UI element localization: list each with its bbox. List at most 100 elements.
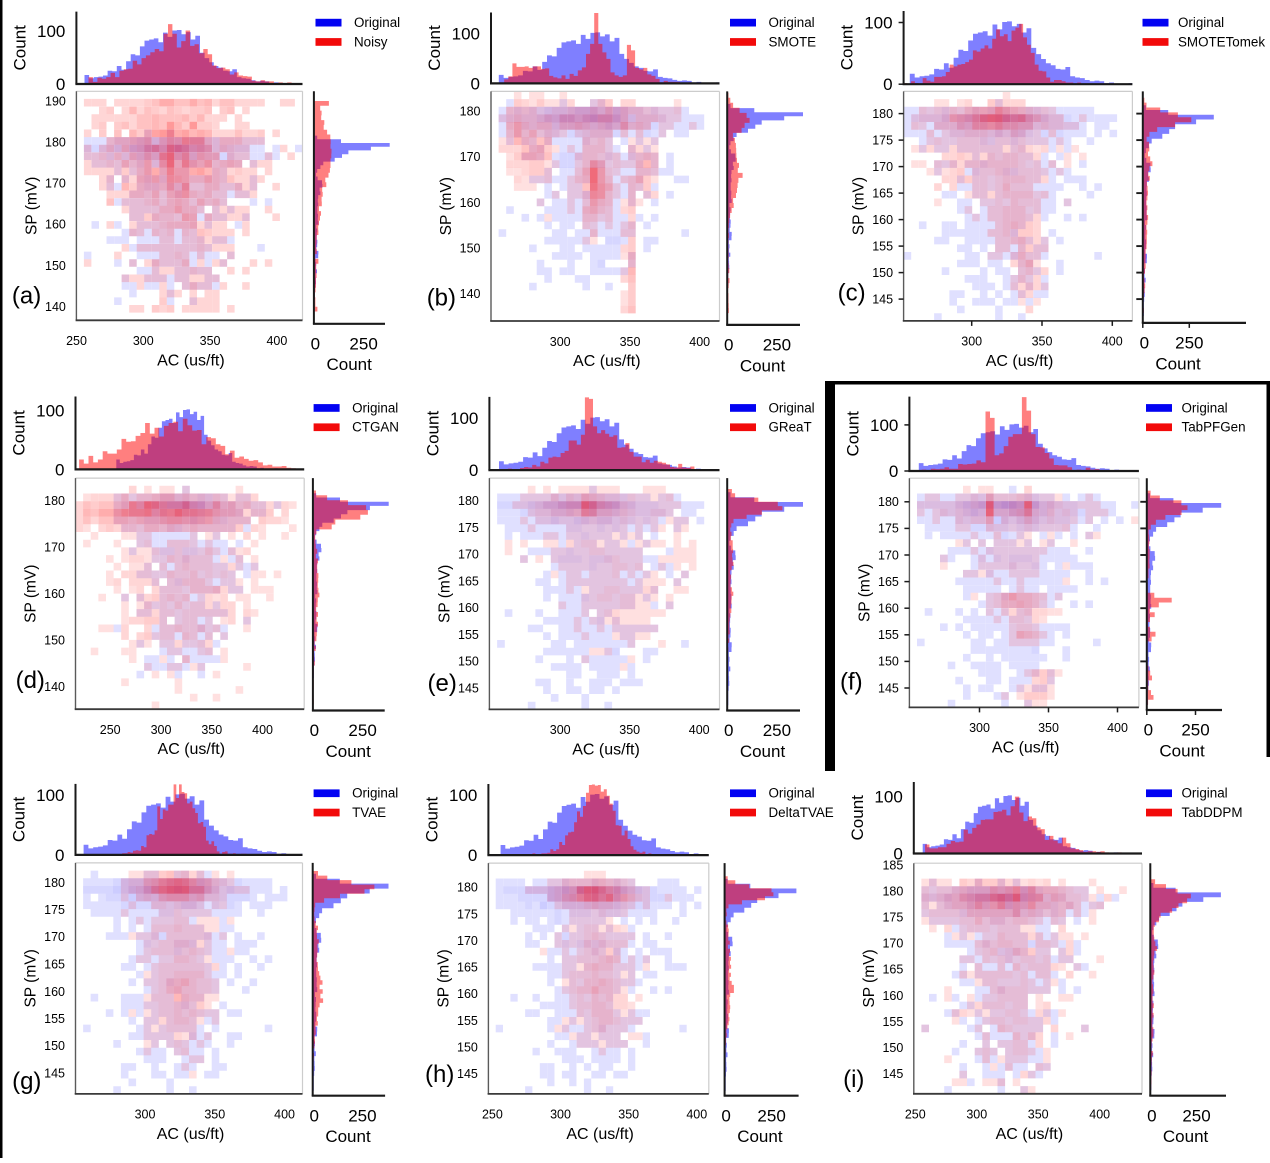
svg-text:165: 165 <box>458 574 479 588</box>
svg-text:300: 300 <box>550 335 571 349</box>
svg-text:0: 0 <box>889 462 898 481</box>
svg-text:300: 300 <box>961 335 982 349</box>
svg-text:140: 140 <box>45 300 66 314</box>
svg-text:AC (us/ft): AC (us/ft) <box>573 353 641 370</box>
svg-text:(d): (d) <box>16 667 45 694</box>
svg-text:175: 175 <box>878 522 899 536</box>
svg-text:170: 170 <box>458 548 479 562</box>
svg-text:175: 175 <box>44 903 65 917</box>
svg-text:145: 145 <box>882 1067 903 1081</box>
svg-text:Count: Count <box>1155 354 1201 373</box>
svg-text:0: 0 <box>469 461 478 480</box>
svg-text:145: 145 <box>458 681 479 695</box>
svg-text:0: 0 <box>1147 1106 1156 1125</box>
svg-text:300: 300 <box>550 723 571 737</box>
svg-text:(f): (f) <box>840 669 863 696</box>
svg-text:170: 170 <box>44 541 65 555</box>
svg-text:0: 0 <box>471 74 480 93</box>
svg-text:0: 0 <box>309 1106 318 1125</box>
svg-text:Count: Count <box>10 25 29 71</box>
svg-text:250: 250 <box>905 1108 926 1122</box>
svg-text:0: 0 <box>311 334 320 353</box>
svg-text:250: 250 <box>348 1106 376 1125</box>
svg-text:150: 150 <box>458 655 479 669</box>
svg-text:155: 155 <box>44 1012 65 1026</box>
svg-text:Count: Count <box>740 356 786 375</box>
svg-text:(g): (g) <box>12 1068 41 1095</box>
svg-text:160: 160 <box>457 987 478 1001</box>
svg-text:100: 100 <box>450 409 478 428</box>
svg-text:150: 150 <box>460 242 481 256</box>
svg-text:400: 400 <box>689 335 710 349</box>
svg-text:Original: Original <box>769 400 815 415</box>
svg-text:300: 300 <box>966 1108 987 1122</box>
svg-text:180: 180 <box>460 105 481 119</box>
svg-text:155: 155 <box>882 1015 903 1029</box>
svg-text:0: 0 <box>468 846 477 865</box>
svg-text:180: 180 <box>457 881 478 895</box>
svg-text:145: 145 <box>872 292 893 306</box>
svg-text:170: 170 <box>878 548 899 562</box>
svg-text:175: 175 <box>882 911 903 925</box>
svg-text:190: 190 <box>45 94 66 108</box>
svg-text:250: 250 <box>100 723 121 737</box>
svg-text:SP (mV): SP (mV) <box>23 177 40 235</box>
svg-text:175: 175 <box>872 133 893 147</box>
svg-text:Original: Original <box>352 786 398 801</box>
svg-text:(b): (b) <box>427 285 456 312</box>
svg-text:GReaT: GReaT <box>769 420 812 435</box>
svg-text:180: 180 <box>45 135 66 149</box>
svg-text:SP (mV): SP (mV) <box>436 565 453 623</box>
svg-text:Original: Original <box>1182 400 1228 415</box>
svg-text:180: 180 <box>44 494 65 508</box>
svg-text:400: 400 <box>686 1108 707 1122</box>
svg-text:(i): (i) <box>843 1066 864 1093</box>
svg-text:170: 170 <box>44 930 65 944</box>
svg-text:Original: Original <box>769 15 815 30</box>
svg-text:100: 100 <box>36 786 64 805</box>
svg-text:0: 0 <box>1140 334 1149 353</box>
svg-text:100: 100 <box>37 22 65 41</box>
svg-text:170: 170 <box>460 150 481 164</box>
svg-text:0: 0 <box>724 336 733 355</box>
svg-text:400: 400 <box>1107 721 1128 735</box>
svg-text:DeltaTVAE: DeltaTVAE <box>769 805 834 820</box>
svg-text:Count: Count <box>423 411 442 457</box>
svg-text:150: 150 <box>44 634 65 648</box>
svg-text:Count: Count <box>10 796 29 842</box>
svg-text:155: 155 <box>457 1014 478 1028</box>
svg-text:AC (us/ft): AC (us/ft) <box>157 1126 225 1143</box>
svg-text:400: 400 <box>266 334 287 348</box>
svg-text:SMOTE: SMOTE <box>769 34 817 49</box>
svg-text:250: 250 <box>66 334 87 348</box>
svg-text:0: 0 <box>56 75 65 94</box>
svg-text:Original: Original <box>769 786 815 801</box>
svg-text:165: 165 <box>44 958 65 972</box>
svg-text:250: 250 <box>757 1106 785 1125</box>
svg-text:AC (us/ft): AC (us/ft) <box>157 352 225 369</box>
svg-text:250: 250 <box>349 334 377 353</box>
svg-text:0: 0 <box>55 460 64 479</box>
svg-text:(c): (c) <box>838 280 866 307</box>
svg-text:140: 140 <box>44 680 65 694</box>
svg-text:AC (us/ft): AC (us/ft) <box>986 353 1054 370</box>
svg-text:Count: Count <box>1163 1127 1209 1146</box>
svg-text:180: 180 <box>458 494 479 508</box>
svg-text:100: 100 <box>874 788 902 807</box>
svg-text:Count: Count <box>327 355 373 374</box>
svg-text:250: 250 <box>482 1108 503 1122</box>
svg-text:Count: Count <box>325 1127 371 1146</box>
svg-text:175: 175 <box>457 907 478 921</box>
svg-text:AC (us/ft): AC (us/ft) <box>996 1126 1064 1143</box>
svg-text:TVAE: TVAE <box>352 805 386 820</box>
svg-text:145: 145 <box>878 681 899 695</box>
svg-text:CTGAN: CTGAN <box>352 420 399 435</box>
svg-text:(h): (h) <box>425 1061 454 1088</box>
svg-text:100: 100 <box>864 14 892 33</box>
svg-text:400: 400 <box>1102 335 1123 349</box>
svg-text:175: 175 <box>458 521 479 535</box>
svg-text:165: 165 <box>882 963 903 977</box>
svg-text:SMOTETomek: SMOTETomek <box>1178 34 1265 49</box>
svg-text:165: 165 <box>878 575 899 589</box>
svg-text:350: 350 <box>1038 721 1059 735</box>
